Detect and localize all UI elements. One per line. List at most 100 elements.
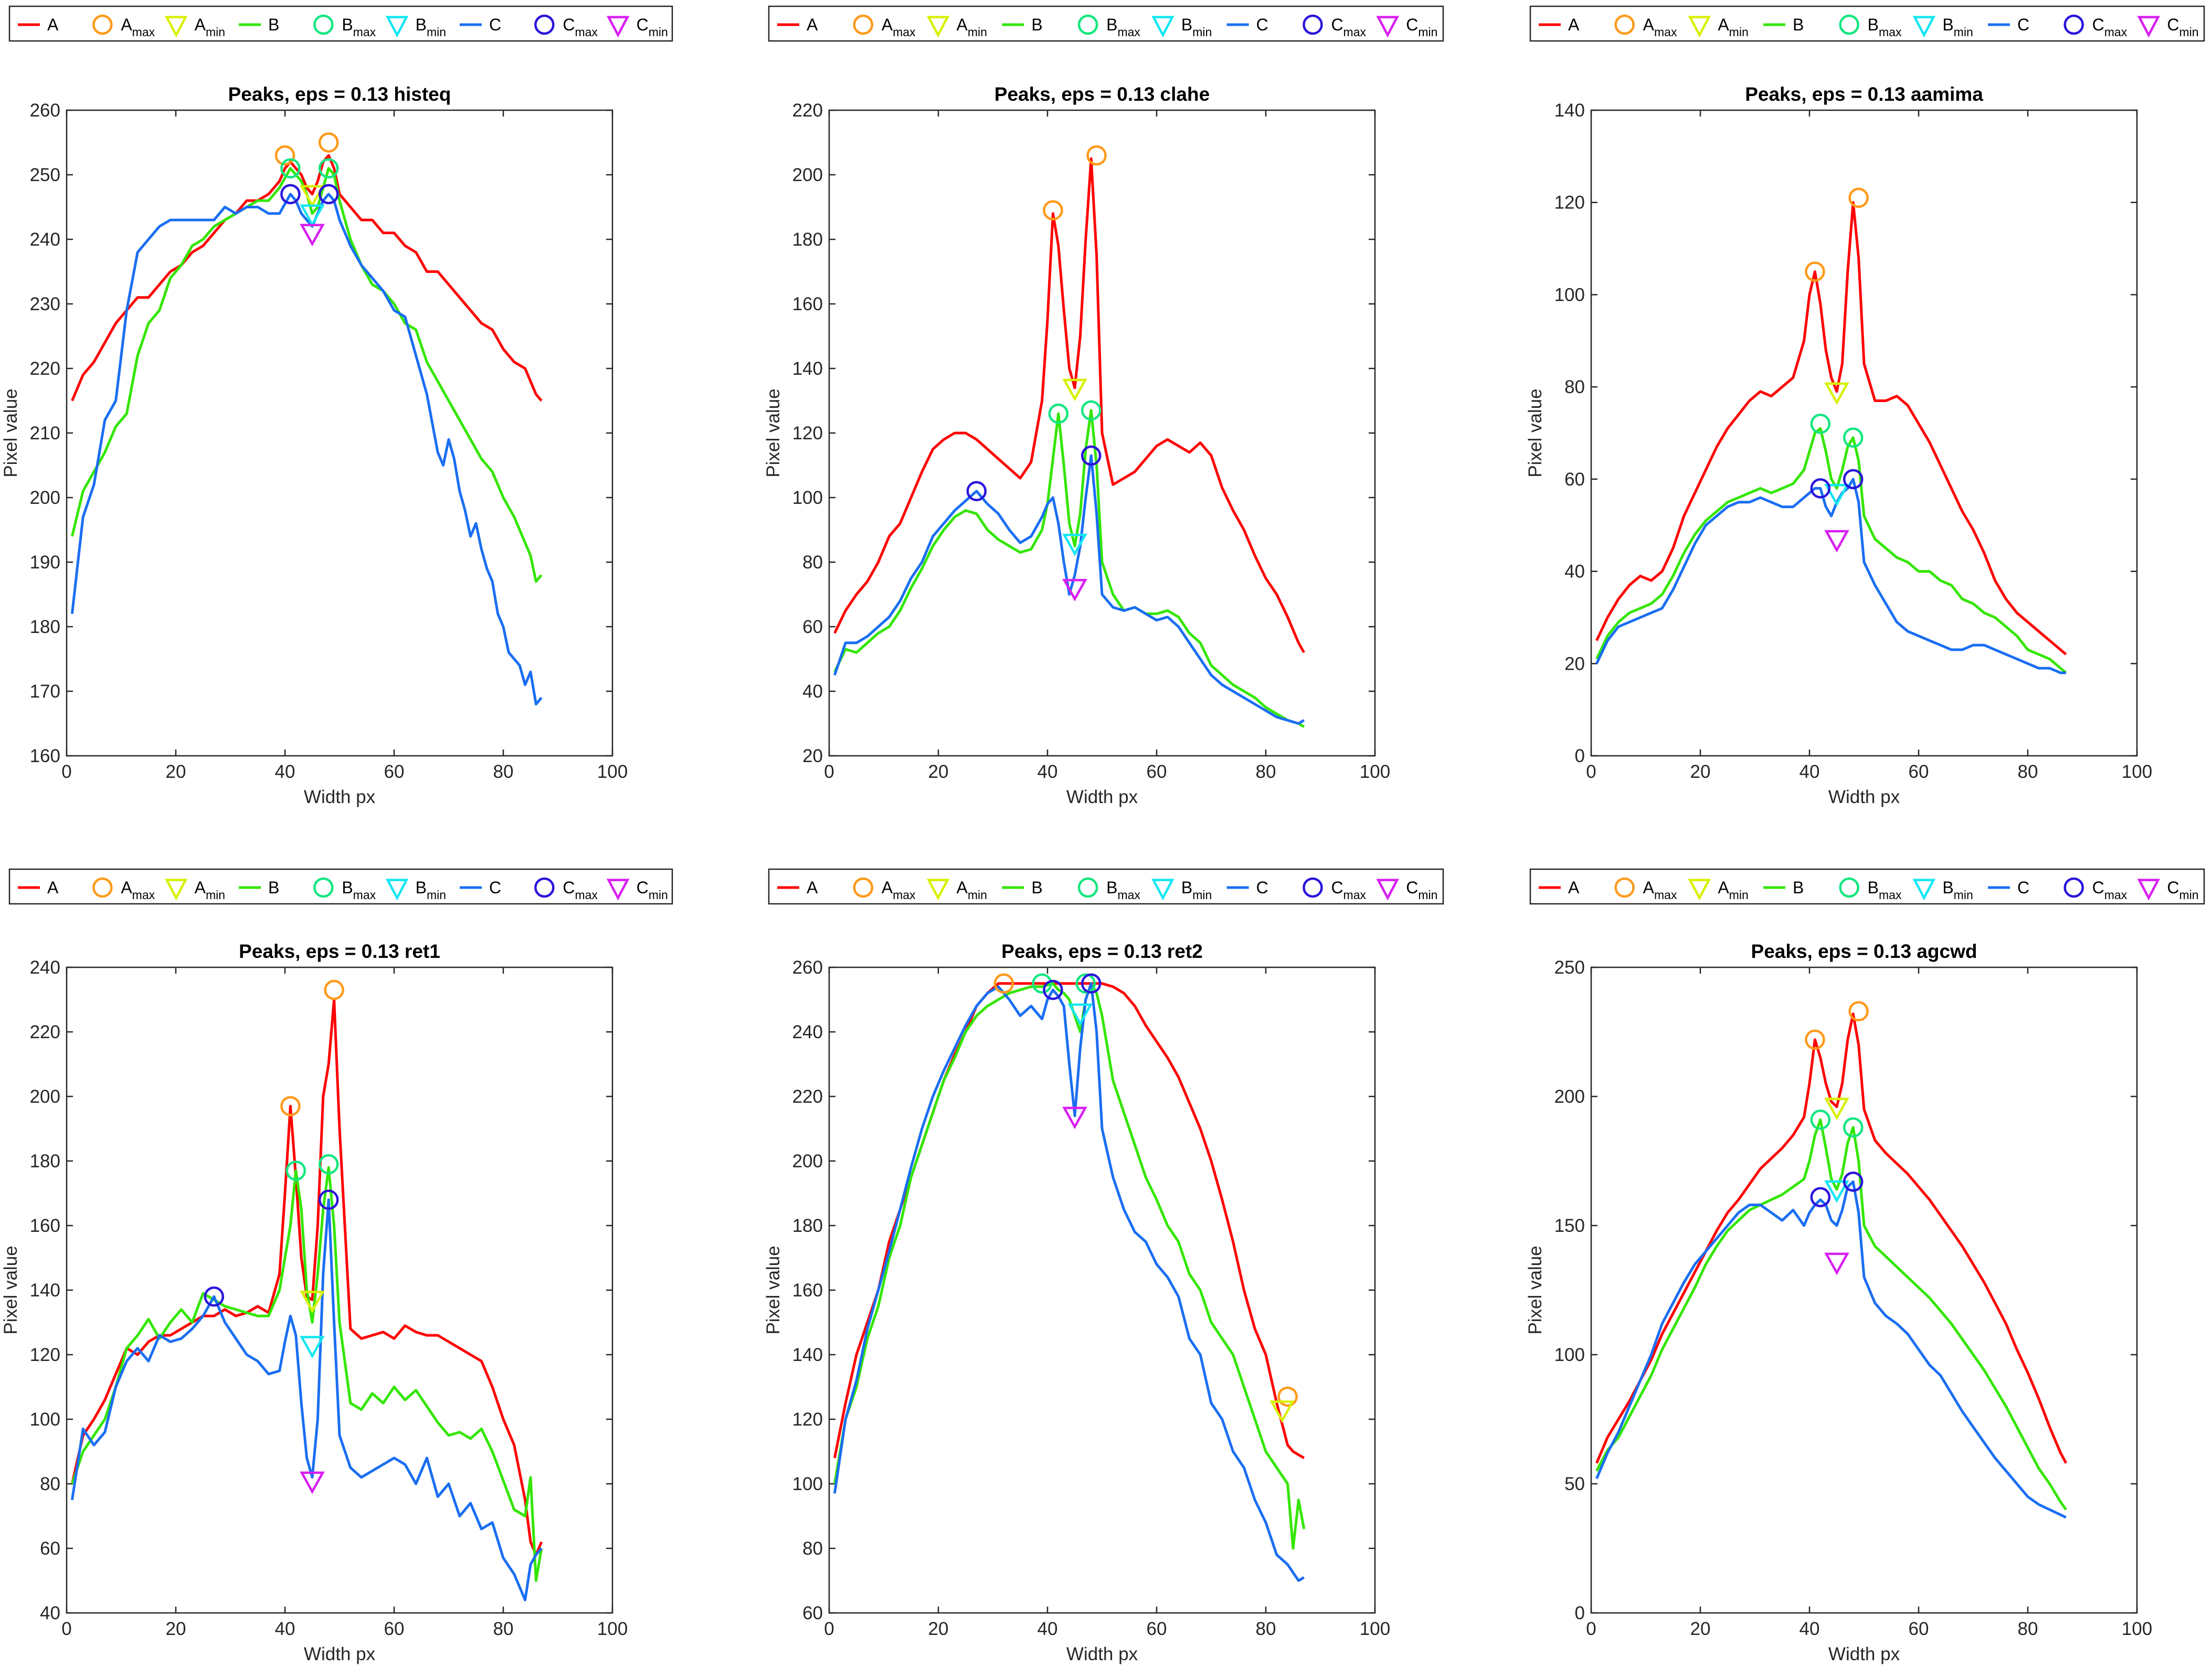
- x-tick-label: 20: [1690, 1619, 1711, 1639]
- legend: A Amax Amin B Bmax Bmin C Cmax Cmin: [8, 868, 673, 905]
- chart-panel: 0 20 40 60 80 100 60 80 100 120 140 160 180 200 220 240…: [763, 941, 1390, 1664]
- legend-circle-swatch: [92, 14, 113, 35]
- y-tick-label: 0: [1575, 746, 1585, 766]
- marker-c-max: [1081, 973, 1102, 994]
- legend-triangle-swatch: [1151, 879, 1174, 901]
- marker-a-min: [1824, 1097, 1849, 1121]
- marker-b-max: [1075, 973, 1096, 994]
- legend-entry-c: C: [1988, 878, 2029, 897]
- legend-label: Bmin: [1942, 15, 1973, 39]
- y-tick-label: 220: [792, 1086, 823, 1107]
- legend: A Amax Amin B Bmax Bmin C Cmax Cmin: [1529, 868, 2205, 905]
- legend-label: B: [1031, 878, 1042, 897]
- y-tick-label: 180: [792, 1216, 823, 1236]
- series-line-b: [70, 167, 543, 583]
- y-tick-label: 120: [792, 423, 823, 444]
- legend-box: [1529, 5, 2205, 42]
- legend-entry-b-min: Bmin: [385, 878, 446, 902]
- legend-entry-b: B: [1763, 878, 1804, 897]
- legend-triangle-swatch: [926, 16, 950, 38]
- y-axis-label: Pixel value: [1, 1246, 21, 1334]
- y-tick-label: 80: [1564, 377, 1585, 397]
- legend-entry-c: C: [1226, 878, 1268, 897]
- marker-c-max: [280, 184, 301, 205]
- marker-a-max: [1277, 1386, 1298, 1407]
- legend-entry-a: A: [18, 878, 59, 897]
- legend-entry-a-max: Amax: [92, 877, 155, 902]
- y-tick-label: 80: [802, 552, 823, 573]
- marker-a-max: [274, 145, 295, 166]
- legend-label: Bmin: [1181, 878, 1212, 902]
- marker-b-max: [1810, 414, 1831, 434]
- legend-label: Amax: [882, 878, 916, 902]
- legend-entry-a-min: Amin: [164, 15, 225, 39]
- y-tick-label: 160: [30, 746, 60, 766]
- marker-a-min: [300, 1291, 325, 1314]
- legend-entry-b: B: [239, 15, 279, 34]
- y-tick-label: 100: [792, 1474, 823, 1494]
- marker-b-min: [1824, 483, 1849, 506]
- legend-circle-swatch: [1303, 877, 1323, 898]
- legend-triangle-swatch: [2137, 879, 2161, 901]
- marker-b-max: [1810, 1110, 1831, 1130]
- y-tick-label: 240: [30, 229, 60, 250]
- plot-area: [66, 109, 613, 757]
- series-line-b: [71, 1166, 543, 1582]
- legend-label: Bmax: [1106, 15, 1140, 39]
- y-tick-label: 220: [792, 100, 823, 121]
- legend-label: B: [1031, 15, 1042, 34]
- legend-label: Amax: [1643, 878, 1677, 902]
- legend-label: Bmin: [1181, 15, 1212, 39]
- legend-label: Bmin: [416, 15, 446, 39]
- x-axis-label: Width px: [1066, 1644, 1138, 1664]
- legend-label: Cmin: [1406, 15, 1437, 39]
- legend-label: Cmax: [563, 878, 598, 902]
- legend-label: B: [1793, 15, 1804, 34]
- x-tick-label: 20: [166, 762, 186, 782]
- legend-entry-c-min: Cmin: [606, 878, 668, 902]
- legend-label: Amin: [195, 878, 225, 902]
- marker-a-min: [1269, 1400, 1295, 1423]
- legend-entry-c-min: Cmin: [1376, 878, 1437, 902]
- marker-a-max: [1043, 200, 1063, 220]
- marker-c-max: [318, 1189, 339, 1210]
- y-tick-label: 20: [802, 746, 823, 766]
- x-tick-label: 0: [61, 762, 71, 782]
- y-tick-label: 60: [802, 617, 823, 637]
- plot-area: [828, 966, 1376, 1614]
- y-tick-label: 100: [1554, 1345, 1585, 1365]
- legend-triangle-swatch: [1688, 16, 1711, 38]
- marker-b-max: [1843, 427, 1864, 448]
- x-tick-label: 40: [1038, 1619, 1058, 1639]
- y-tick-label: 160: [792, 1280, 823, 1301]
- legend-label: Cmax: [2092, 15, 2128, 39]
- y-tick-label: 180: [30, 1151, 60, 1172]
- legend-box: [8, 868, 673, 905]
- legend-entry-b: B: [1763, 15, 1804, 34]
- marker-a-max: [993, 973, 1014, 994]
- legend-circle-swatch: [1839, 877, 1859, 898]
- chart-panel: 0 20 40 60 80 100 160 170 180 190 200 210 220 230 240 2…: [1, 83, 628, 807]
- legend-label: Cmax: [1331, 878, 1366, 902]
- y-axis-label: Pixel value: [1, 388, 21, 477]
- legend-label: Amax: [882, 15, 916, 39]
- x-tick-label: 40: [275, 1619, 295, 1639]
- series-line-b: [1595, 1118, 2067, 1511]
- y-axis-label: Pixel value: [1525, 1246, 1546, 1334]
- legend-label: Amin: [1718, 878, 1748, 902]
- legend-label: Cmax: [1331, 15, 1366, 39]
- series-line-c: [1595, 478, 2066, 674]
- x-axis-label: Width px: [1828, 1644, 1900, 1664]
- legend-label: B: [1793, 878, 1804, 897]
- legend-entry-b-max: Bmax: [1839, 877, 1902, 902]
- marker-c-max: [1810, 478, 1831, 499]
- y-tick-label: 160: [792, 294, 823, 314]
- marker-c-max: [1810, 1187, 1831, 1208]
- plot-area: [1590, 109, 2138, 757]
- y-tick-label: 20: [1564, 653, 1585, 674]
- x-tick-label: 40: [1800, 762, 1820, 782]
- plot-area: [1590, 966, 2138, 1614]
- legend-label: Amax: [121, 878, 155, 902]
- y-tick-label: 100: [1554, 284, 1585, 305]
